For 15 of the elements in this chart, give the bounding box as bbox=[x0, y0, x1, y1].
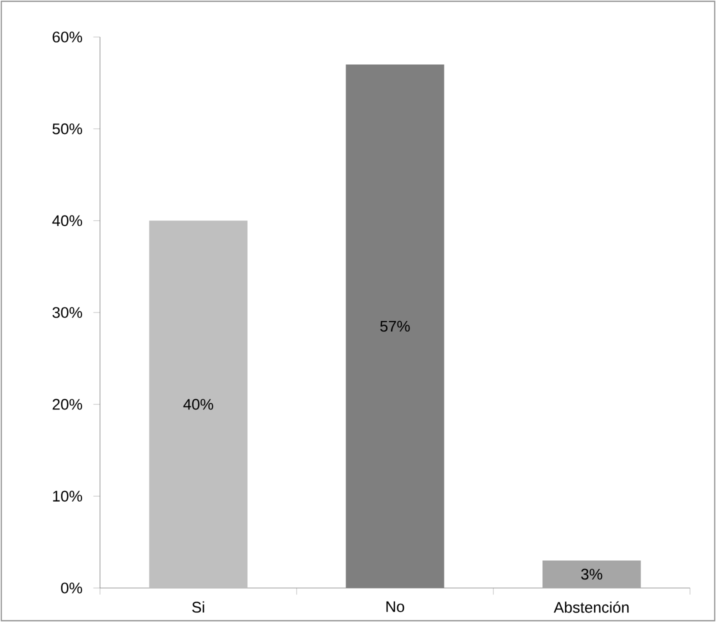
x-tick-label: Si bbox=[192, 601, 204, 613]
x-tick-label: Abstención bbox=[554, 601, 629, 613]
data-label: 57% bbox=[380, 320, 410, 332]
bar bbox=[149, 220, 248, 588]
y-tick-label: 10% bbox=[53, 490, 82, 502]
y-tick-label: 50% bbox=[52, 123, 82, 134]
y-tick-label: 20% bbox=[52, 398, 82, 410]
data-label: 3% bbox=[581, 568, 602, 580]
y-tick-label: 0% bbox=[61, 582, 82, 594]
bar bbox=[542, 560, 641, 588]
data-label: 40% bbox=[183, 398, 214, 410]
x-tick-label: No bbox=[386, 601, 404, 612]
y-tick-label: 60% bbox=[52, 32, 82, 42]
y-tick-label: 40% bbox=[52, 215, 82, 226]
y-tick-label: 30% bbox=[52, 307, 82, 318]
